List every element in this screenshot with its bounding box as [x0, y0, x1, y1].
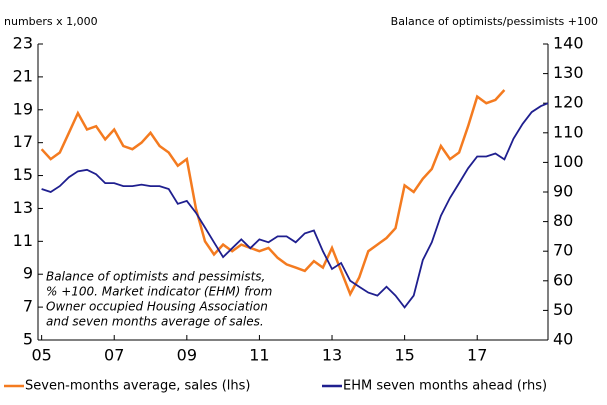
y2-tick-label: 60	[553, 270, 573, 289]
y2-tick-label: 50	[553, 300, 573, 319]
x-tick-label: 15	[394, 346, 414, 365]
y2-tick-label: 120	[553, 93, 584, 112]
x-tick-label: 17	[467, 346, 487, 365]
y2-tick-label: 100	[553, 152, 584, 171]
x-tick-label: 09	[177, 346, 197, 365]
y2-axis-label: Balance of optimists/pessimists +100	[391, 15, 598, 28]
y2-tick-label: 130	[553, 63, 584, 82]
y2-tick-label: 110	[553, 122, 584, 141]
x-tick-label: 11	[249, 346, 269, 365]
y2-tick-label: 140	[553, 34, 584, 53]
y-tick-label: 17	[13, 132, 33, 151]
legend-label: Seven-months average, sales (lhs)	[25, 379, 250, 394]
x-tick-label: 13	[322, 346, 342, 365]
x-tick-label: 05	[31, 346, 51, 365]
y-tick-label: 11	[13, 231, 33, 250]
y-tick-label: 19	[13, 99, 33, 118]
y-tick-label: 13	[13, 198, 33, 217]
y-axis-label: numbers x 1,000	[4, 15, 98, 28]
legend-label: EHM seven months ahead (rhs)	[343, 379, 547, 394]
y-tick-label: 23	[13, 34, 33, 53]
y2-tick-label: 80	[553, 211, 573, 230]
y2-tick-label: 90	[553, 182, 573, 201]
annotation: Balance of optimists and pessimists,	[46, 270, 265, 284]
y2-tick-label: 40	[553, 330, 573, 349]
y2-tick-label: 70	[553, 241, 573, 260]
annotation: % +100. Market indicator (EHM) from	[46, 285, 272, 299]
y-tick-label: 7	[23, 297, 33, 316]
y-tick-label: 21	[13, 66, 33, 85]
series-line	[40, 89, 506, 297]
x-tick-label: 07	[104, 346, 124, 365]
annotation: Owner occupied Housing Association	[46, 300, 268, 314]
y-tick-label: 5	[23, 330, 33, 349]
y-tick-label: 9	[23, 264, 33, 283]
y-tick-label: 15	[13, 165, 33, 184]
series-line	[41, 102, 549, 309]
annotation: and seven months average of sales.	[46, 315, 264, 329]
